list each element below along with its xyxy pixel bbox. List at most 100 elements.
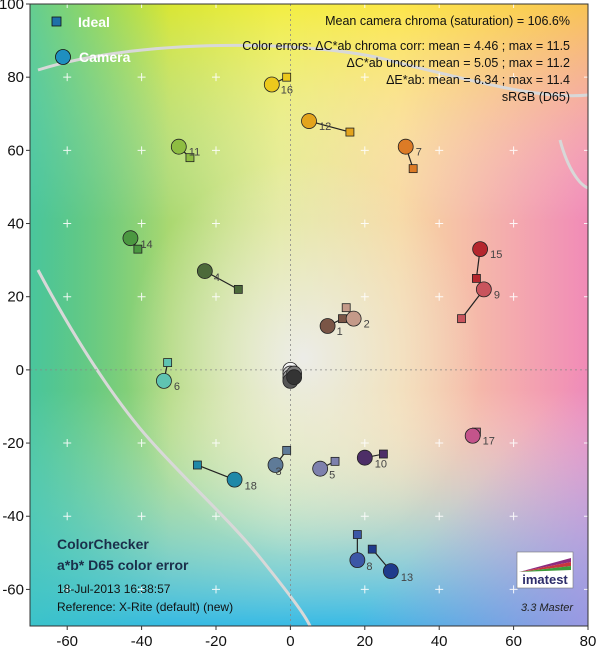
y-tick-label: 100 [0,0,24,13]
grid-cross [360,73,369,82]
patch-label-18: 18 [245,481,257,493]
ideal-marker-6 [163,358,173,367]
ideal-marker-15 [471,274,481,283]
ideal-marker-4 [233,284,243,294]
y-tick-label: 80 [7,69,24,86]
patch-label-9: 9 [494,289,500,301]
grid-cross [63,439,72,448]
grid-cross [360,512,369,521]
gamut-boundary-right [558,139,589,190]
grid-cross [509,146,518,155]
grid-cross [435,585,444,594]
patch-label-8: 8 [366,561,372,573]
patch-label-6: 6 [174,381,180,393]
ideal-marker-12 [345,127,355,137]
x-tick-label: 0 [286,633,294,650]
logo-stripe-red [519,562,571,572]
camera-marker-11 [170,138,187,155]
grid-cross [137,292,146,301]
camera-marker-6 [156,372,172,389]
grid-cross [509,73,518,82]
x-tick-label: 20 [356,633,373,650]
camera-marker-7 [397,138,414,155]
y-tick-label: -20 [2,435,24,452]
patch-label-7: 7 [416,147,422,159]
x-tick-label: 80 [580,633,597,650]
grid-cross [435,219,444,228]
grid-cross [63,73,72,82]
y-tick-label: 40 [7,216,24,233]
y-tick-label: 60 [7,142,24,159]
patch-label-15: 15 [490,249,502,261]
stats-line-2: Color errors: ΔC*ab chroma corr: mean = … [242,39,570,53]
camera-marker-18 [226,471,243,488]
stats-line-5: sRGB (D65) [502,90,570,104]
legend-camera-label: Camera [79,49,131,65]
x-tick-label: 40 [431,633,448,650]
camera-marker-13 [382,563,399,580]
grid-cross [360,219,369,228]
y-tick-label: -60 [2,581,24,598]
patch-label-16: 16 [281,84,293,96]
camera-marker-9 [475,281,492,298]
camera-marker-17 [464,427,481,444]
grid-cross [212,146,220,155]
grid-cross [212,585,220,594]
patch-label-14: 14 [140,239,152,251]
grid-cross [435,512,444,521]
grid-cross [137,219,146,228]
camera-marker-12 [301,113,317,129]
y-tick-label: 0 [16,362,24,379]
ideal-marker-10 [378,449,388,459]
logo-stripe-green [519,566,571,572]
camera-marker-2 [345,310,362,327]
chart-title-line-1: ColorChecker [57,536,149,552]
patch-label-4: 4 [214,272,220,284]
y-tick-label: -40 [2,508,24,525]
stats-line-3: ΔC*ab uncorr: mean = 5.05 ; max = 11.2 [346,56,570,70]
grid-cross [63,292,72,301]
patch-label-13: 13 [401,572,413,584]
version-text: 3.3 Master [521,602,574,614]
ideal-marker-18 [192,460,202,470]
patch-label-17: 17 [483,436,495,448]
x-tick-label: -40 [131,633,153,650]
grid-cross [137,439,146,448]
imatest-logo-text: imatest [522,572,568,587]
patch-label-2: 2 [364,319,370,331]
ideal-marker-2 [341,303,351,313]
ideal-marker-1 [338,314,347,324]
camera-marker-1 [319,318,336,334]
grid-cross [360,439,369,448]
grid-cross [435,292,444,301]
x-tick-label: -60 [56,633,78,650]
grid-cross [435,73,444,82]
patch-label-11: 11 [189,147,200,159]
grid-cross [509,439,518,448]
legend-ideal-label: Ideal [78,14,110,30]
camera-marker-4 [196,263,213,279]
reference-text: Reference: X-Rite (default) (new) [57,600,233,614]
grid-cross [137,512,146,521]
camera-marker-14 [122,230,139,247]
grid-cross [212,73,220,82]
ideal-marker-11 [185,153,195,163]
gamut-boundary-left [36,269,312,627]
grid-cross [435,439,444,448]
stats-line-1: Mean camera chroma (saturation) = 106.6% [325,14,570,28]
gamut-boundary-top [37,43,589,98]
grid-cross [360,292,369,301]
grid-cross [509,292,518,301]
grid-cross [509,219,518,228]
ideal-marker-16 [282,72,292,82]
grid-cross [360,585,369,594]
grid-cross [212,512,220,521]
camera-marker-10 [356,449,373,466]
y-tick-label: 20 [7,289,24,306]
plot-frame [29,3,589,627]
grid-cross [63,219,72,228]
grid-cross [509,512,518,521]
